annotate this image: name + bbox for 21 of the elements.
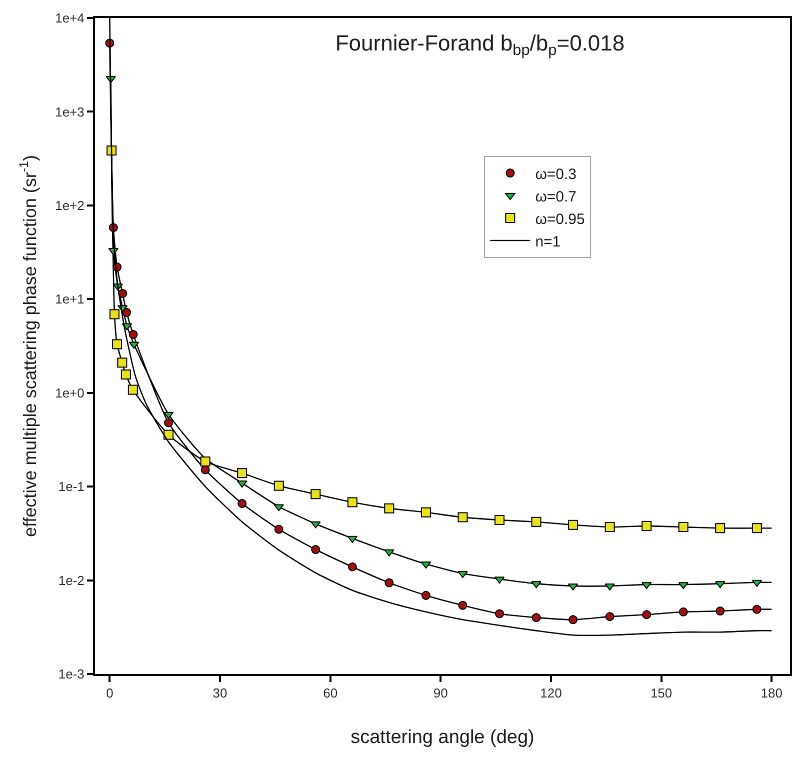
y-tick-label: 1e+4	[55, 10, 84, 26]
x-axis-title: scattering angle (deg)	[350, 726, 534, 748]
y-tick-label: 1e-1	[58, 479, 84, 494]
legend-label: n=1	[535, 233, 561, 250]
y-tick-label: 1e-3	[58, 666, 84, 682]
y-tick-label: 1e+0	[55, 385, 84, 400]
y-tick-label: 1e+3	[55, 104, 84, 120]
x-tick-label: 0	[106, 686, 114, 701]
legend-label: ω=0.95	[535, 210, 585, 228]
legend-label: ω=0.3	[535, 166, 577, 183]
y-tick-label: 1e-2	[58, 572, 84, 588]
text: Fournier-Forand b$_{bp}$/b$_{p}$=0.018	[335, 30, 625, 59]
x-tick-label: 60	[323, 686, 338, 701]
x-tick-label: 120	[540, 686, 562, 701]
x-tick-label: 30	[212, 686, 228, 701]
x-tick-label: 150	[650, 686, 672, 701]
y-tick-label: 1e+2	[55, 198, 84, 213]
legend-label: ω=0.7	[535, 188, 577, 206]
x-tick-label: 180	[760, 686, 782, 701]
y-tick-label: 1e+1	[55, 292, 84, 307]
x-tick-label: 90	[433, 686, 448, 701]
